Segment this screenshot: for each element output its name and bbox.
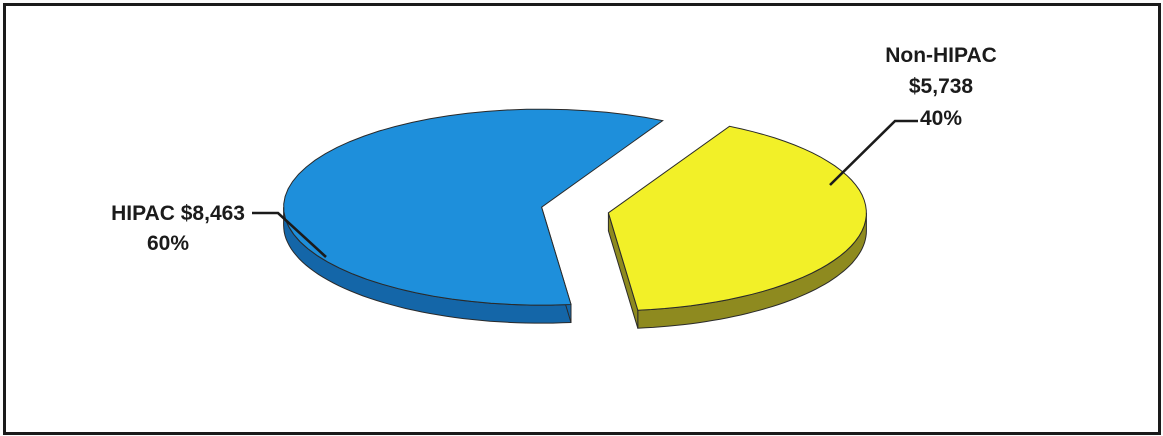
nonhipac-percent-label: 40% [920,107,962,130]
hipac-leader-line [252,211,327,258]
nonhipac-label-line1: Non-HIPAC [885,44,997,67]
non-hipac-slice [607,125,867,311]
pie-slices [283,108,867,329]
hipac-label-line1: HIPAC $8,463 [111,202,245,225]
nonhipac-leader-line [829,119,918,186]
hipac-percent-label: 60% [147,232,189,255]
nonhipac-value-label: $5,738 [909,75,974,98]
chart-frame [3,3,1161,435]
hipac-slice [283,108,664,306]
